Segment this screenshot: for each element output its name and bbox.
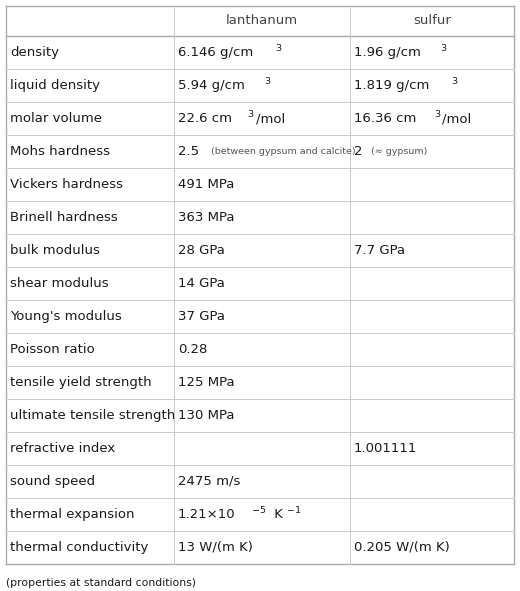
Text: 1.96 g/cm: 1.96 g/cm xyxy=(354,46,421,59)
Text: 2.5: 2.5 xyxy=(178,145,199,158)
Text: 130 MPa: 130 MPa xyxy=(178,409,235,422)
Text: Young's modulus: Young's modulus xyxy=(10,310,122,323)
Text: 2: 2 xyxy=(354,145,362,158)
Text: 37 GPa: 37 GPa xyxy=(178,310,225,323)
Text: Vickers hardness: Vickers hardness xyxy=(10,178,123,191)
Text: 28 GPa: 28 GPa xyxy=(178,244,225,257)
Text: Poisson ratio: Poisson ratio xyxy=(10,343,95,356)
Text: 16.36 cm: 16.36 cm xyxy=(354,112,417,125)
Text: 3: 3 xyxy=(264,77,270,86)
Text: 3: 3 xyxy=(248,111,254,119)
Text: 0.28: 0.28 xyxy=(178,343,207,356)
Text: 1.819 g/cm: 1.819 g/cm xyxy=(354,79,430,92)
Text: refractive index: refractive index xyxy=(10,442,115,455)
Text: Mohs hardness: Mohs hardness xyxy=(10,145,110,158)
Text: 0.205 W/(m K): 0.205 W/(m K) xyxy=(354,541,450,554)
Text: bulk modulus: bulk modulus xyxy=(10,244,100,257)
Text: thermal expansion: thermal expansion xyxy=(10,508,135,521)
Text: 3: 3 xyxy=(435,111,440,119)
Text: sulfur: sulfur xyxy=(413,15,451,28)
Text: 6.146 g/cm: 6.146 g/cm xyxy=(178,46,253,59)
Text: sound speed: sound speed xyxy=(10,475,95,488)
Text: 363 MPa: 363 MPa xyxy=(178,211,235,224)
Text: −1: −1 xyxy=(287,506,301,515)
Text: shear modulus: shear modulus xyxy=(10,277,109,290)
Text: density: density xyxy=(10,46,59,59)
Text: −5: −5 xyxy=(252,506,266,515)
Text: thermal conductivity: thermal conductivity xyxy=(10,541,148,554)
Text: 14 GPa: 14 GPa xyxy=(178,277,225,290)
Text: 5.94 g/cm: 5.94 g/cm xyxy=(178,79,245,92)
Text: 22.6 cm: 22.6 cm xyxy=(178,112,232,125)
Text: 3: 3 xyxy=(440,44,446,53)
Text: tensile yield strength: tensile yield strength xyxy=(10,376,152,389)
Text: /mol: /mol xyxy=(443,112,472,125)
Text: 125 MPa: 125 MPa xyxy=(178,376,235,389)
Text: lanthanum: lanthanum xyxy=(226,15,298,28)
Text: K: K xyxy=(270,508,283,521)
Text: 7.7 GPa: 7.7 GPa xyxy=(354,244,405,257)
Text: Brinell hardness: Brinell hardness xyxy=(10,211,118,224)
Text: ultimate tensile strength: ultimate tensile strength xyxy=(10,409,175,422)
Text: 1.001111: 1.001111 xyxy=(354,442,418,455)
Text: 3: 3 xyxy=(275,44,281,53)
Text: 2475 m/s: 2475 m/s xyxy=(178,475,240,488)
Text: 13 W/(m K): 13 W/(m K) xyxy=(178,541,253,554)
Text: (properties at standard conditions): (properties at standard conditions) xyxy=(6,578,196,588)
Text: /mol: /mol xyxy=(256,112,285,125)
Text: (≈ gypsum): (≈ gypsum) xyxy=(365,147,427,156)
Text: liquid density: liquid density xyxy=(10,79,100,92)
Text: (between gypsum and calcite): (between gypsum and calcite) xyxy=(205,147,356,156)
Text: 3: 3 xyxy=(451,77,458,86)
Text: 491 MPa: 491 MPa xyxy=(178,178,235,191)
Text: molar volume: molar volume xyxy=(10,112,102,125)
Text: 1.21×10: 1.21×10 xyxy=(178,508,236,521)
